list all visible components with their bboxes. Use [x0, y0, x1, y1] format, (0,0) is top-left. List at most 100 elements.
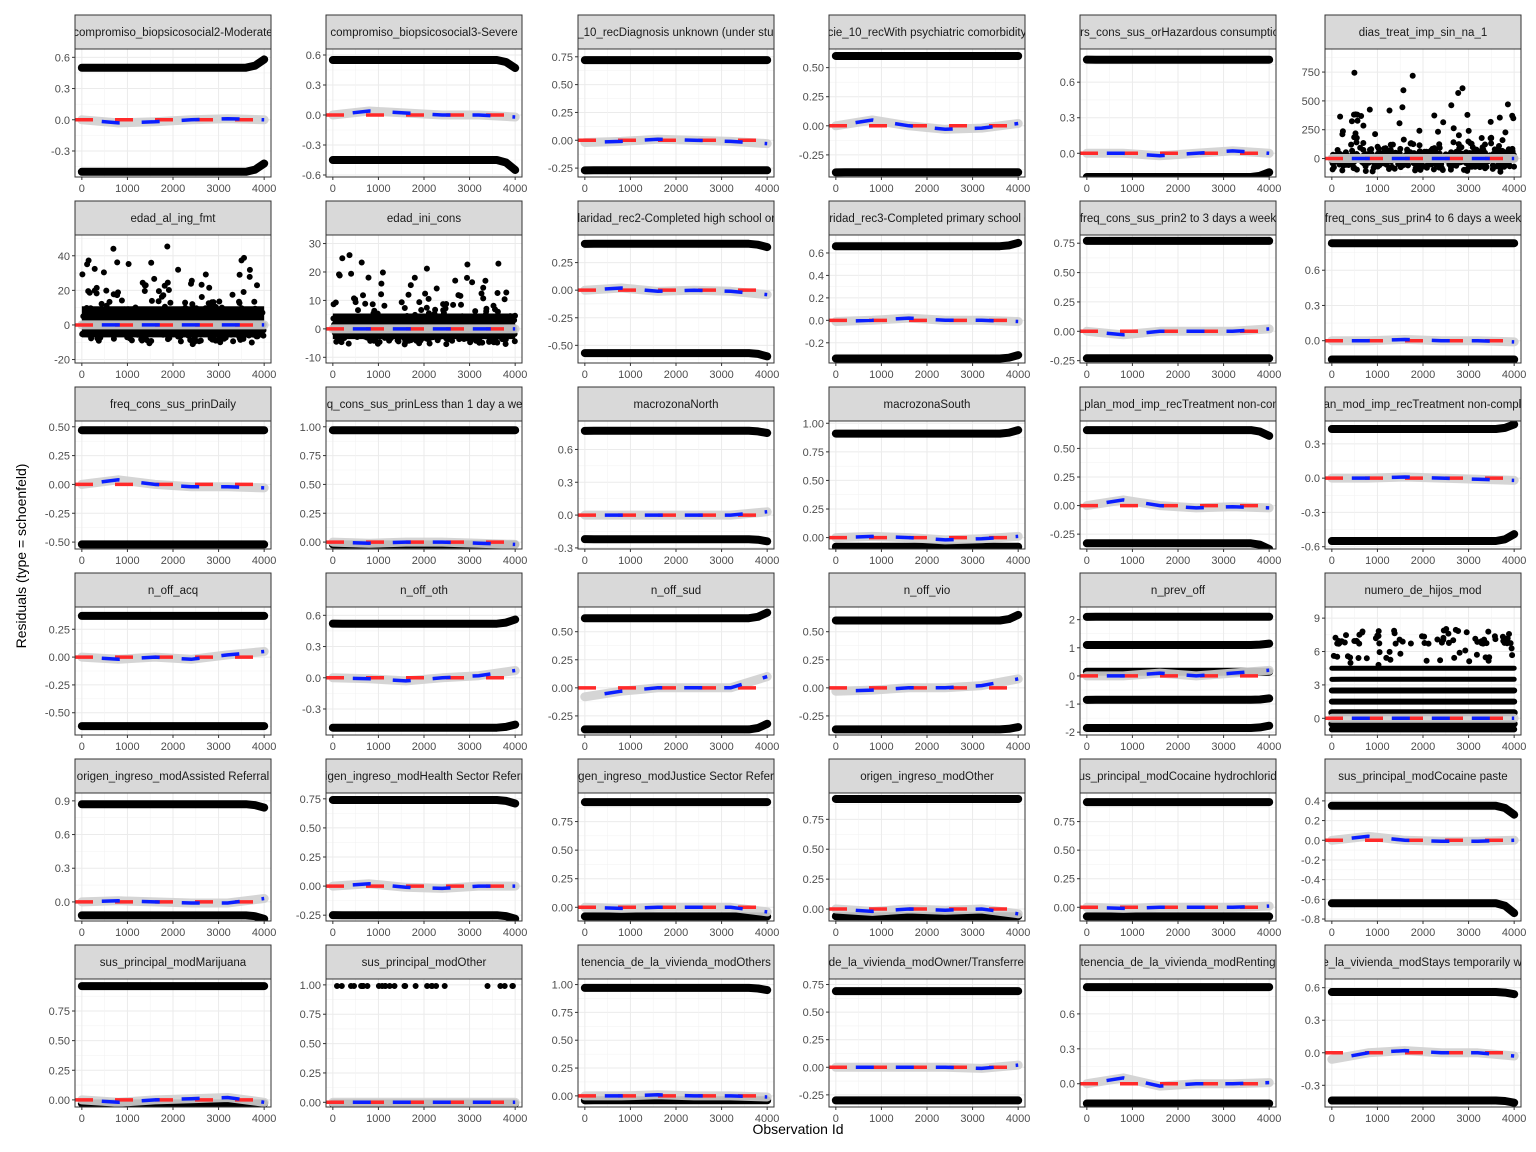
y-tick-label: 0.2 — [809, 293, 824, 305]
facet-strip — [74, 944, 272, 980]
x-tick-label: 1000 — [115, 927, 139, 939]
plot-area — [75, 793, 271, 921]
plot-area — [75, 607, 271, 735]
facet-panel: tipo_de_plan_mod_imp_recTreatment non-co… — [1050, 386, 1281, 567]
plot-area — [326, 979, 522, 1107]
facet-strip — [1079, 944, 1277, 980]
facet-strip — [828, 386, 1026, 422]
x-tick-label: 0 — [582, 741, 588, 753]
y-tick-label: 0.00 — [1054, 501, 1075, 513]
x-tick-label: 3000 — [457, 1113, 481, 1125]
residual-band — [580, 983, 772, 995]
facet-strip — [74, 14, 272, 50]
y-tick-label: 0 — [315, 324, 321, 336]
y-tick-label: 0.50 — [552, 80, 573, 92]
y-tick-label: -0.25 — [799, 1090, 824, 1102]
smooth-line — [332, 540, 516, 547]
x-tick-label: 3000 — [457, 741, 481, 753]
x-tick-label: 0 — [79, 1113, 85, 1125]
facet-title: tenencia_de_la_vivienda_modOthers — [581, 957, 771, 969]
facet-panel: n_off_acq -0.50 -0.25 0.00 0.25 0 1000 2000 3000… — [45, 572, 276, 753]
y-tick-label: -0.25 — [799, 711, 824, 723]
facet-title: origen_ingreso_modOther — [860, 771, 994, 783]
facet-title: sus_principal_modCocaine hydrochloride — [1073, 771, 1283, 783]
plot-area — [326, 235, 522, 363]
y-tick-label: 0.50 — [49, 1036, 70, 1048]
x-tick-label: 2000 — [161, 555, 185, 567]
x-tick-label: 0 — [833, 183, 839, 195]
x-tick-label: 2000 — [161, 1113, 185, 1125]
x-tick-label: 3000 — [206, 183, 230, 195]
plot-area — [75, 49, 271, 177]
x-tick-label: 1000 — [115, 183, 139, 195]
y-tick-label: 0.50 — [803, 844, 824, 856]
y-tick-label: 0.50 — [803, 63, 824, 75]
facet-title: escolaridad_rec2-Completed high school o… — [553, 213, 799, 225]
residual-band — [1082, 168, 1274, 177]
y-tick-label: 0.00 — [552, 1091, 573, 1103]
facet-strip — [74, 386, 272, 422]
facet-title: numero_de_hijos_mod — [1365, 585, 1482, 597]
smooth-line — [81, 1095, 265, 1105]
y-tick-label: 0.50 — [300, 823, 321, 835]
facet-title: tenencia_de_la_vivienda_modRenting — [1080, 957, 1275, 969]
y-tick-label: -10 — [305, 352, 321, 364]
facet-strip — [74, 572, 272, 608]
x-tick-label: 4000 — [503, 1113, 527, 1125]
y-tick-label: -0.25 — [45, 508, 70, 520]
x-tick-label: 2000 — [161, 183, 185, 195]
y-tick-label: -1 — [1065, 699, 1075, 711]
x-tick-label: 1000 — [618, 183, 642, 195]
y-tick-label: 0.75 — [300, 794, 321, 806]
plot-area — [75, 421, 271, 549]
facet-strip — [74, 758, 272, 794]
plot-area — [829, 49, 1025, 177]
x-tick-label: 4000 — [1502, 369, 1526, 381]
facet-title: compromiso_biopsicosocial3-Severe — [330, 27, 517, 39]
y-tick-label: -0.25 — [296, 910, 321, 922]
facet-title: origen_ingreso_modHealth Sector Referral — [315, 771, 534, 783]
y-tick-label: 0.75 — [552, 817, 573, 829]
facet-strip — [1079, 386, 1277, 422]
x-tick-label: 2000 — [915, 555, 939, 567]
x-tick-label: 0 — [1084, 741, 1090, 753]
x-tick-label: 4000 — [1006, 555, 1030, 567]
facet-title: n_off_acq — [148, 585, 198, 597]
y-tick-label: -20 — [54, 355, 70, 367]
x-tick-label: 2000 — [1411, 555, 1435, 567]
facet-strip — [1324, 200, 1522, 236]
plot-area — [578, 979, 774, 1107]
y-tick-label: 0 — [64, 320, 70, 332]
residual-band — [77, 911, 269, 921]
x-tick-label: 0 — [330, 555, 336, 567]
facet-title: n_off_vio — [904, 585, 950, 597]
facet-strip — [1079, 572, 1277, 608]
x-tick-label: 0 — [79, 369, 85, 381]
smooth-line — [1086, 668, 1270, 678]
y-tick-label: 0.75 — [1054, 238, 1075, 250]
y-tick-label: 1 — [1069, 643, 1075, 655]
x-tick-label: 4000 — [755, 1113, 779, 1125]
y-tick-label: 0.50 — [1054, 443, 1075, 455]
residual-band — [1327, 988, 1519, 999]
facet-strip — [828, 758, 1026, 794]
x-tick-label: 4000 — [1257, 927, 1281, 939]
residual-band — [580, 719, 772, 734]
y-tick-label: -0.6 — [302, 170, 321, 182]
residual-band — [1082, 539, 1274, 549]
facet-panel: sus_principal_modCocaine hydrochloride 0.… — [1054, 758, 1283, 939]
plot-area — [1080, 235, 1276, 363]
x-tick-label: 2000 — [1411, 183, 1435, 195]
residual-band — [831, 351, 1023, 363]
facet-strip — [1079, 758, 1277, 794]
plot-area — [1325, 49, 1521, 177]
y-tick-label: 0.25 — [803, 1035, 824, 1047]
smooth-line — [81, 116, 265, 125]
y-tick-label: 0.00 — [552, 902, 573, 914]
y-tick-label: 0.25 — [803, 504, 824, 516]
y-tick-label: 0.25 — [552, 107, 573, 119]
x-tick-label: 4000 — [1502, 555, 1526, 567]
y-tick-label: -0.25 — [548, 313, 573, 325]
x-tick-label: 3000 — [709, 741, 733, 753]
